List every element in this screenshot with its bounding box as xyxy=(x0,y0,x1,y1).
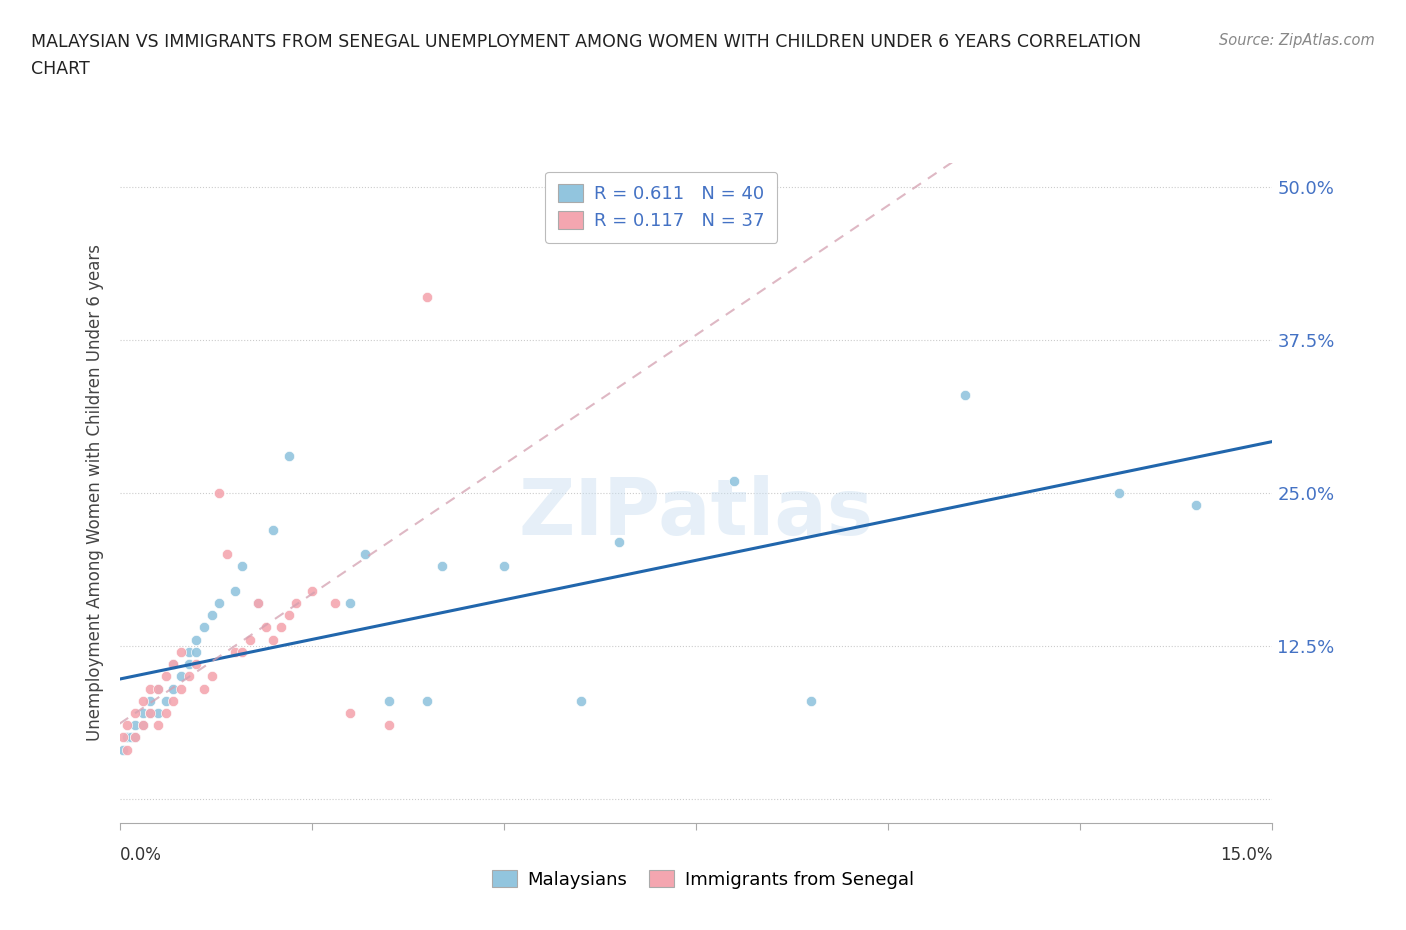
Point xyxy=(115,718,138,733)
Point xyxy=(1108,485,1130,500)
Point xyxy=(131,718,153,733)
Point xyxy=(569,694,592,709)
Point xyxy=(277,449,299,464)
Legend: R = 0.611   N = 40, R = 0.117   N = 37: R = 0.611 N = 40, R = 0.117 N = 37 xyxy=(546,172,778,243)
Point xyxy=(231,559,253,574)
Point xyxy=(285,595,308,610)
Point xyxy=(270,620,292,635)
Point xyxy=(231,644,253,659)
Point xyxy=(217,547,239,562)
Point xyxy=(124,718,146,733)
Point xyxy=(112,742,135,757)
Point xyxy=(186,644,208,659)
Point xyxy=(323,595,346,610)
Point xyxy=(131,694,153,709)
Point xyxy=(277,607,299,622)
Point xyxy=(239,632,262,647)
Point xyxy=(139,681,162,696)
Point xyxy=(155,694,177,709)
Point xyxy=(193,620,215,635)
Point xyxy=(246,595,269,610)
Point xyxy=(115,730,138,745)
Point xyxy=(201,607,224,622)
Point xyxy=(262,522,284,537)
Point xyxy=(492,559,515,574)
Point xyxy=(120,730,142,745)
Point xyxy=(377,694,399,709)
Point xyxy=(146,718,169,733)
Point xyxy=(208,595,231,610)
Point xyxy=(124,706,146,721)
Point xyxy=(416,694,439,709)
Point xyxy=(170,669,193,684)
Point xyxy=(112,730,135,745)
Point xyxy=(262,632,284,647)
Point xyxy=(377,718,399,733)
Point xyxy=(224,644,246,659)
Point xyxy=(155,706,177,721)
Point xyxy=(146,706,169,721)
Legend: Malaysians, Immigrants from Senegal: Malaysians, Immigrants from Senegal xyxy=(482,861,924,897)
Text: Source: ZipAtlas.com: Source: ZipAtlas.com xyxy=(1219,33,1375,47)
Point xyxy=(124,730,146,745)
Point xyxy=(139,694,162,709)
Point xyxy=(607,535,630,550)
Point xyxy=(208,485,231,500)
Point xyxy=(131,706,153,721)
Point xyxy=(193,681,215,696)
Point xyxy=(339,706,361,721)
Y-axis label: Unemployment Among Women with Children Under 6 years: Unemployment Among Women with Children U… xyxy=(86,245,104,741)
Point xyxy=(723,473,745,488)
Point xyxy=(186,632,208,647)
Point xyxy=(162,657,184,671)
Text: ZIPatlas: ZIPatlas xyxy=(519,474,873,551)
Point xyxy=(186,657,208,671)
Point xyxy=(124,730,146,745)
Point xyxy=(339,595,361,610)
Point xyxy=(170,681,193,696)
Point xyxy=(177,657,200,671)
Point xyxy=(953,388,976,403)
Point xyxy=(301,583,323,598)
Point xyxy=(800,694,823,709)
Point xyxy=(146,681,169,696)
Point xyxy=(162,657,184,671)
Point xyxy=(246,595,269,610)
Point xyxy=(254,620,277,635)
Point xyxy=(139,706,162,721)
Point xyxy=(177,669,200,684)
Point xyxy=(139,706,162,721)
Point xyxy=(115,742,138,757)
Point xyxy=(146,681,169,696)
Point xyxy=(224,583,246,598)
Point xyxy=(354,547,377,562)
Text: MALAYSIAN VS IMMIGRANTS FROM SENEGAL UNEMPLOYMENT AMONG WOMEN WITH CHILDREN UNDE: MALAYSIAN VS IMMIGRANTS FROM SENEGAL UNE… xyxy=(31,33,1142,50)
Point xyxy=(131,718,153,733)
Point xyxy=(177,644,200,659)
Point xyxy=(162,694,184,709)
Text: 0.0%: 0.0% xyxy=(120,846,162,864)
Point xyxy=(1184,498,1206,512)
Point xyxy=(432,559,454,574)
Point xyxy=(416,290,439,305)
Text: 15.0%: 15.0% xyxy=(1220,846,1272,864)
Point xyxy=(155,669,177,684)
Point xyxy=(162,681,184,696)
Point xyxy=(170,644,193,659)
Text: CHART: CHART xyxy=(31,60,90,78)
Point xyxy=(201,669,224,684)
